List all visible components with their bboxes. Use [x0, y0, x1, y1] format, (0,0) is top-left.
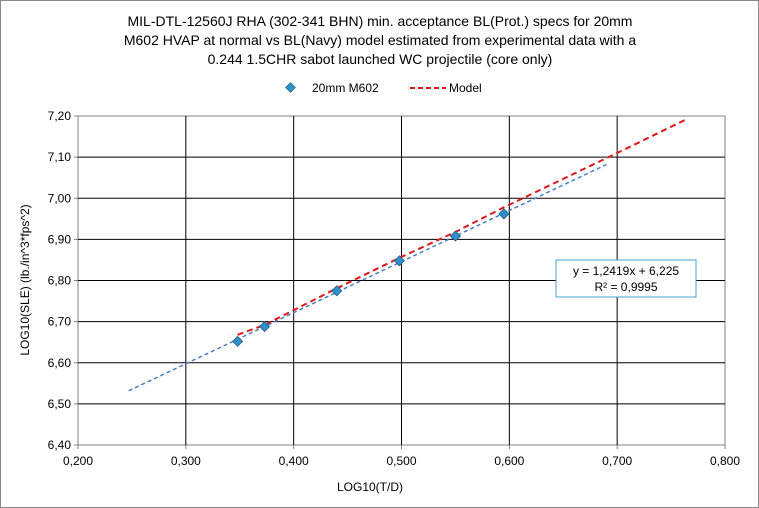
data-point-marker: [449, 230, 461, 242]
tick-labels: 0,200 0,300 0,400 0,500 0,600 0,700 0,800 6,40 6…: [48, 109, 741, 468]
y-axis-title: LOG10(SLE) (lb./in^3*fps^2): [18, 204, 32, 355]
x-tick-label: 0,600: [494, 454, 524, 468]
x-tick-label: 0,800: [710, 454, 740, 468]
y-tick-label: 7,20: [48, 109, 72, 123]
chart-title: MIL-DTL-12560J RHA (302-341 BHN) min. ac…: [40, 12, 720, 69]
y-tick-label: 7,00: [48, 191, 72, 205]
y-tick-label: 6,60: [48, 356, 72, 370]
y-tick-label: 6,50: [48, 397, 72, 411]
y-tick-label: 6,40: [48, 438, 72, 452]
data-point-marker: [393, 255, 405, 267]
x-tick-label: 0,200: [63, 454, 93, 468]
x-axis-title: LOG10(T/D): [337, 480, 403, 494]
data-point-marker: [498, 208, 510, 220]
x-tick-label: 0,500: [386, 454, 416, 468]
trendline-equation: y = 1,2419x + 6,225: [573, 264, 679, 278]
legend-label-model: Model: [449, 81, 482, 95]
data-point-marker: [232, 335, 244, 347]
legend-label-20mm-m602: 20mm M602: [312, 81, 379, 95]
data-point-marker: [331, 285, 343, 297]
x-tick-label: 0,400: [279, 454, 309, 468]
y-tick-label: 6,90: [48, 232, 72, 246]
legend-marker-20mm-m602: [285, 82, 296, 93]
trendline-equation-box: y = 1,2419x + 6,225 R² = 0,9995: [555, 259, 697, 298]
data-point-marker: [258, 320, 271, 333]
trendline-r-squared: R² = 0,9995: [594, 280, 657, 294]
y-tick-label: 6,70: [48, 315, 72, 329]
model-layer: [237, 117, 688, 336]
y-tick-label: 6,80: [48, 274, 72, 288]
model-series-line: [237, 117, 688, 336]
title-line: MIL-DTL-12560J RHA (302-341 BHN) min. ac…: [127, 13, 633, 29]
x-tick-label: 0,300: [171, 454, 201, 468]
y-tick-label: 7,10: [48, 150, 72, 164]
title-line: 0.244 1.5CHR sabot launched WC projectil…: [207, 51, 553, 67]
legend: 20mm M602 Model: [285, 81, 482, 95]
grid: [74, 115, 726, 449]
marker-layer: [232, 208, 510, 347]
x-tick-label: 0,700: [602, 454, 632, 468]
title-line: M602 HVAP at normal vs BL(Navy) model es…: [123, 32, 637, 48]
